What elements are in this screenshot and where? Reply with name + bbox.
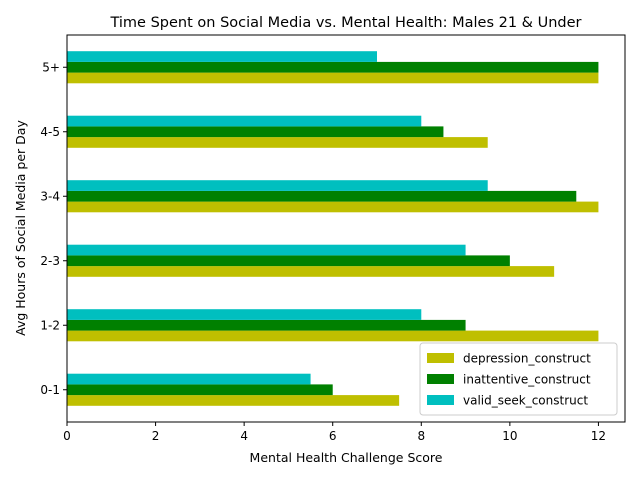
bar-valid-seek-construct-2-3 — [67, 244, 466, 256]
x-tick-label: 4 — [240, 429, 248, 443]
plot-area — [67, 51, 599, 406]
x-tick-label: 6 — [329, 429, 337, 443]
bar-inattentive-construct-1-2 — [67, 319, 466, 331]
y-axis-label: Avg Hours of Social Media per Day — [13, 120, 28, 336]
bar-depression-construct-3-4 — [67, 201, 599, 213]
bar-depression-construct-0-1 — [67, 395, 400, 406]
bar-inattentive-construct-3-4 — [67, 190, 577, 202]
x-axis: 0 2 4 6 8 10 12 — [63, 422, 606, 443]
legend-swatch — [427, 395, 454, 405]
bar-depression-construct-5+ — [67, 72, 599, 84]
y-tick-label: 5+ — [42, 60, 60, 74]
chart-title: Time Spent on Social Media vs. Mental He… — [109, 15, 581, 31]
y-tick-label: 4-5 — [40, 125, 60, 139]
bar-inattentive-construct-4-5 — [67, 126, 444, 138]
legend-box — [419, 342, 618, 416]
y-tick-label: 0-1 — [40, 383, 60, 397]
bar-depression-construct-1-2 — [67, 330, 599, 342]
legend-label: inattentive_construct — [463, 373, 591, 387]
plot-frame — [66, 34, 626, 423]
bar-depression-construct-2-3 — [67, 266, 555, 277]
legend-swatch — [427, 353, 454, 363]
x-tick-label: 2 — [152, 429, 160, 443]
bar-inattentive-construct-0-1 — [67, 384, 333, 396]
y-tick-label: 1-2 — [40, 318, 60, 332]
x-tick-label: 12 — [591, 429, 606, 443]
x-axis-label: Mental Health Challenge Score — [250, 450, 443, 465]
x-tick-label: 10 — [502, 429, 517, 443]
bar-valid-seek-construct-5+ — [67, 51, 377, 62]
y-tick-label: 2-3 — [40, 254, 60, 268]
bar-depression-construct-4-5 — [67, 137, 488, 148]
bar-valid-seek-construct-3-4 — [67, 180, 488, 191]
legend-swatch — [427, 374, 454, 384]
x-tick-label: 0 — [63, 429, 71, 443]
x-tick-label: 8 — [417, 429, 425, 443]
bar-valid-seek-construct-1-2 — [67, 309, 422, 320]
bar-inattentive-construct-2-3 — [67, 255, 510, 267]
bar-valid-seek-construct-0-1 — [67, 373, 311, 385]
bar-inattentive-construct-5+ — [67, 61, 599, 73]
legend-label: valid_seek_construct — [463, 394, 588, 408]
bar-valid-seek-construct-4-5 — [67, 115, 422, 127]
y-tick-label: 3-4 — [40, 189, 60, 203]
legend: depression_construct inattentive_construc… — [419, 342, 618, 416]
legend-label: depression_construct — [463, 352, 591, 366]
y-axis: 0-1 1-2 2-3 3-4 4-5 5+ — [40, 60, 67, 397]
